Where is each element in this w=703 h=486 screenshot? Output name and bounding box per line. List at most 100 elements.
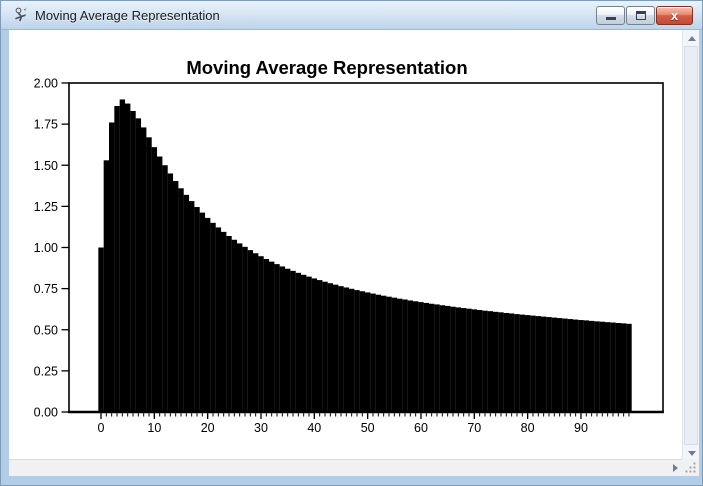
- bar: [567, 319, 574, 412]
- bar: [556, 318, 563, 412]
- bar: [423, 302, 430, 412]
- bar: [338, 286, 344, 412]
- bar: [167, 173, 174, 412]
- y-tick-label: 1.25: [34, 200, 58, 214]
- bar: [327, 283, 334, 412]
- scroll-right-button[interactable]: [667, 460, 684, 476]
- bar: [524, 315, 531, 412]
- bar: [354, 290, 360, 412]
- vertical-scrollbar[interactable]: [682, 30, 699, 461]
- bar: [583, 320, 590, 412]
- bar: [103, 160, 110, 412]
- bar: [178, 188, 184, 412]
- bar: [471, 309, 478, 412]
- bar: [364, 292, 371, 412]
- bar: [252, 253, 259, 412]
- y-tick-label: 1.75: [34, 118, 58, 132]
- bar: [391, 297, 398, 412]
- resize-grip[interactable]: [682, 459, 699, 476]
- x-tick-label: 70: [467, 421, 481, 435]
- close-button[interactable]: x: [656, 6, 693, 25]
- x-tick-label: 60: [414, 421, 428, 435]
- resize-grip-icon: [685, 462, 696, 473]
- bar: [242, 246, 248, 412]
- bar: [514, 314, 520, 412]
- window-controls: x: [596, 6, 693, 25]
- y-tick-label: 1.00: [34, 241, 58, 255]
- bar: [588, 320, 595, 412]
- bar: [119, 99, 126, 412]
- bar: [263, 259, 270, 412]
- bar: [290, 270, 296, 412]
- x-tick-label: 0: [98, 421, 105, 435]
- bar: [572, 319, 579, 412]
- scroll-down-button[interactable]: [683, 445, 700, 461]
- bar: [412, 301, 419, 412]
- bar: [562, 318, 568, 412]
- bar: [247, 250, 254, 412]
- bar: [284, 268, 291, 412]
- bar: [130, 110, 136, 413]
- bar: [295, 272, 302, 412]
- bar: [540, 316, 547, 412]
- horizontal-scrollbar[interactable]: [9, 459, 684, 476]
- bar: [407, 300, 414, 412]
- bar: [226, 235, 232, 412]
- y-tick-label: 0.00: [34, 406, 58, 420]
- bar: [530, 315, 536, 412]
- graph-canvas: 0.00 0.25 0.50 0.75 1.00 1.25 1.50 1.75 2.00 0 10 2…: [9, 30, 684, 461]
- bar: [396, 298, 403, 412]
- bar: [274, 264, 280, 412]
- bar: [188, 201, 195, 412]
- bar: [444, 305, 451, 412]
- bar: [380, 295, 387, 412]
- bar: [183, 194, 190, 412]
- bar: [199, 212, 206, 412]
- bar: [535, 316, 542, 412]
- bar: [599, 321, 606, 412]
- minimize-icon: [605, 17, 616, 20]
- bar: [386, 296, 392, 412]
- x-tick-label: 30: [254, 421, 268, 435]
- bar: [215, 227, 222, 412]
- vertical-scrollbar-thumb[interactable]: [684, 46, 698, 445]
- bar: [359, 291, 366, 412]
- titlebar[interactable]: Moving Average Representation x: [1, 1, 702, 30]
- scroll-down-icon: [687, 450, 696, 456]
- bar: [258, 256, 264, 412]
- bar: [551, 317, 558, 412]
- bar: [306, 276, 312, 412]
- chart-svg: 0.00 0.25 0.50 0.75 1.00 1.25 1.50 1.75 2.00 0 10 2…: [34, 57, 664, 435]
- bar: [311, 278, 318, 412]
- maximize-button[interactable]: [626, 6, 655, 25]
- app-icon[interactable]: [12, 7, 28, 23]
- minimize-button[interactable]: [596, 6, 625, 25]
- x-tick-label: 80: [521, 421, 535, 435]
- bar: [370, 293, 376, 412]
- bar: [332, 284, 339, 412]
- bar: [348, 288, 355, 412]
- bar: [220, 231, 227, 412]
- bar: [125, 103, 131, 412]
- bar: [141, 127, 147, 413]
- bar: [519, 314, 526, 412]
- x-tick-label: 10: [147, 421, 161, 435]
- y-tick-label: 0.25: [34, 364, 58, 378]
- scroll-up-button[interactable]: [683, 30, 700, 46]
- bar: [498, 312, 504, 412]
- bar: [604, 322, 611, 412]
- bar: [434, 304, 440, 412]
- chart-title: Moving Average Representation: [186, 57, 467, 78]
- bar: [279, 266, 286, 412]
- bar: [450, 306, 456, 412]
- bar: [428, 303, 435, 412]
- x-tick-label: 90: [574, 421, 588, 435]
- bar: [162, 165, 168, 412]
- bar: [620, 323, 627, 412]
- bar: [231, 239, 238, 412]
- close-icon: x: [670, 8, 679, 23]
- bar: [615, 323, 622, 412]
- bar: [476, 310, 483, 412]
- bar: [375, 294, 382, 412]
- bar: [98, 247, 104, 412]
